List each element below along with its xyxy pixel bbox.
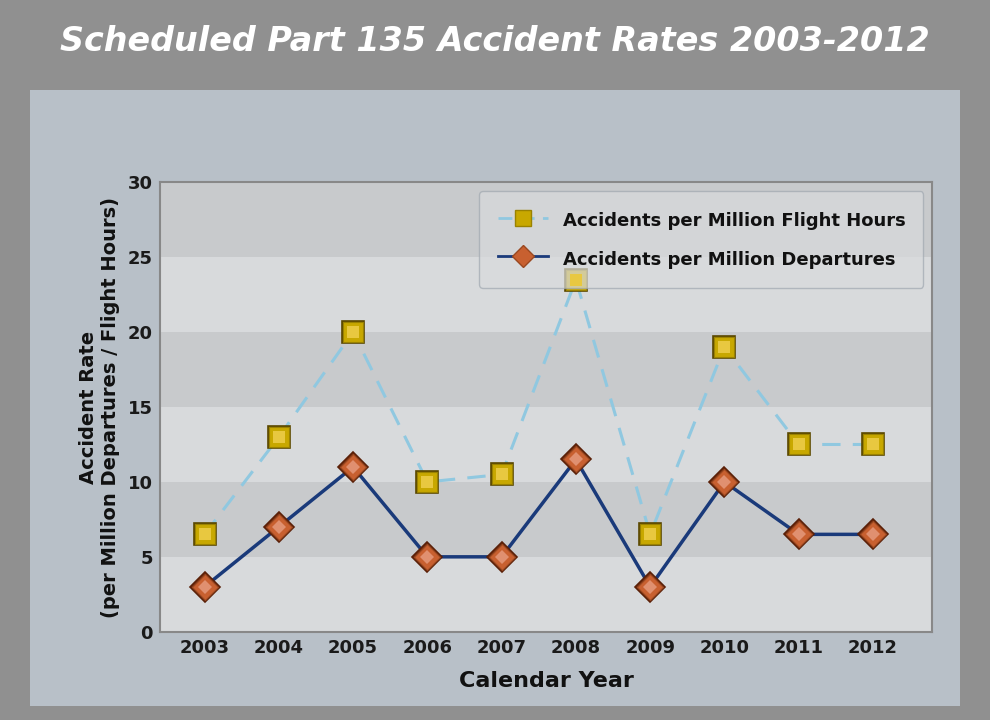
Legend: Accidents per Million Flight Hours, Accidents per Million Departures: Accidents per Million Flight Hours, Acci… (479, 192, 924, 288)
Bar (160, 182, 933, 257)
X-axis label: Calendar Year: Calendar Year (458, 670, 634, 690)
Bar (160, 257, 933, 332)
FancyBboxPatch shape (11, 78, 979, 718)
Y-axis label: Accident Rate
(per Million Departures / Flight Hours): Accident Rate (per Million Departures / … (79, 197, 120, 618)
Bar (160, 557, 933, 631)
Bar (160, 482, 933, 557)
Bar (160, 407, 933, 482)
Bar (160, 332, 933, 407)
Text: Scheduled Part 135 Accident Rates 2003-2012: Scheduled Part 135 Accident Rates 2003-2… (60, 25, 930, 58)
